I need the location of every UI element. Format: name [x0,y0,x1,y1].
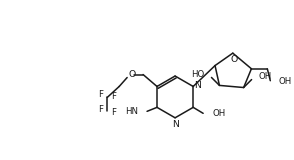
Text: HO: HO [191,70,205,79]
Text: OH: OH [278,77,292,86]
Text: O: O [230,55,238,64]
Text: OH: OH [212,109,225,118]
Text: N: N [194,81,201,90]
Text: HN: HN [125,107,138,116]
Text: F: F [98,105,103,114]
Text: F: F [111,92,116,101]
Text: OH: OH [258,72,272,81]
Text: O: O [128,70,136,79]
Text: F: F [98,90,103,99]
Text: F: F [111,108,116,117]
Text: N: N [172,120,178,129]
